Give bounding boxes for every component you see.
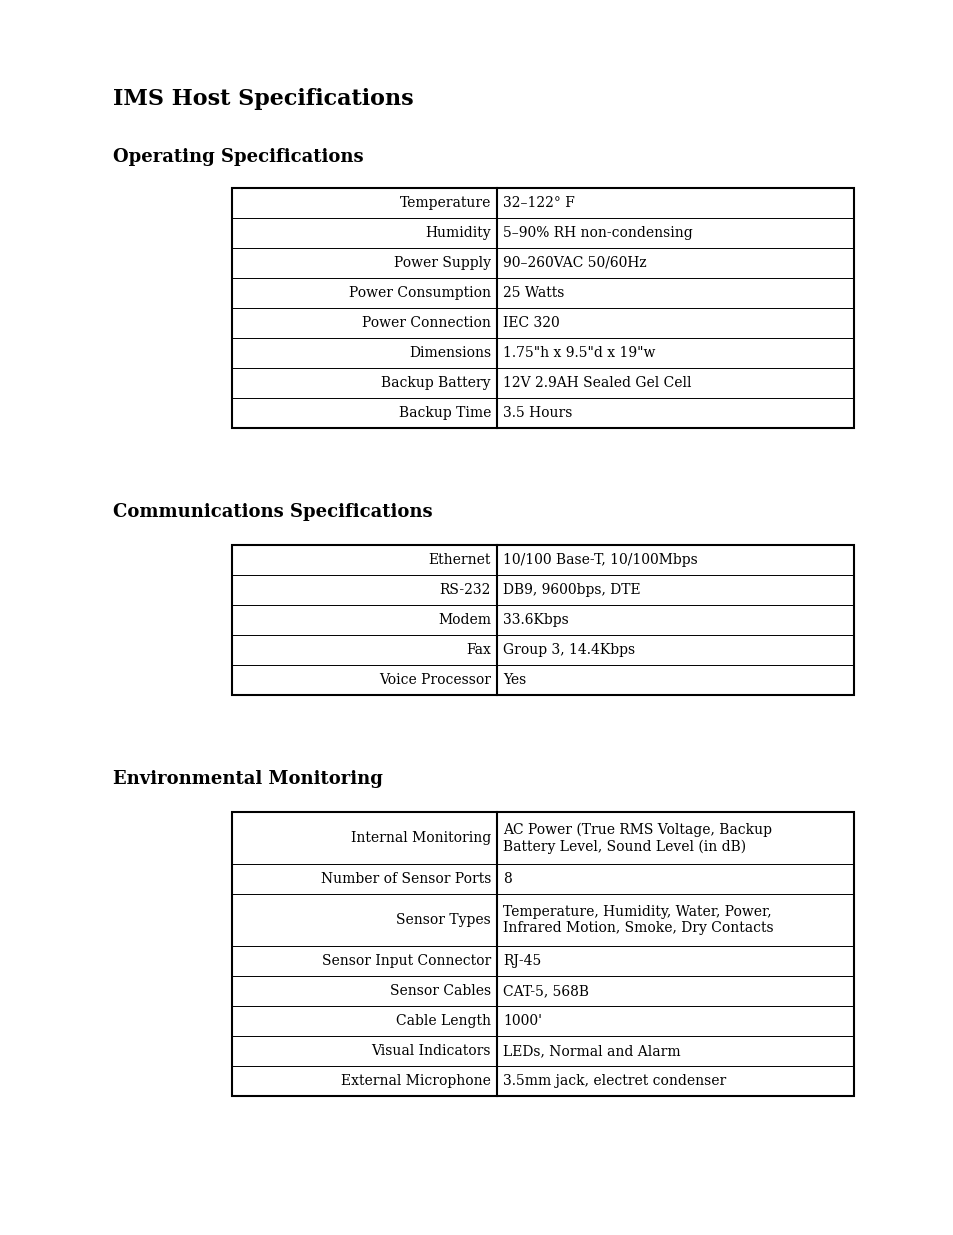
Text: Sensor Cables: Sensor Cables [390, 984, 491, 998]
Text: Visual Indicators: Visual Indicators [371, 1044, 491, 1058]
Text: Backup Battery: Backup Battery [381, 375, 491, 390]
Text: Dimensions: Dimensions [409, 346, 491, 359]
Text: Sensor Input Connector: Sensor Input Connector [321, 953, 491, 968]
Text: 33.6Kbps: 33.6Kbps [502, 613, 568, 627]
Text: Power Consumption: Power Consumption [349, 287, 491, 300]
Text: 3.5 Hours: 3.5 Hours [502, 406, 572, 420]
Text: 1.75"h x 9.5"d x 19"w: 1.75"h x 9.5"d x 19"w [502, 346, 655, 359]
Bar [232, 811, 853, 1095]
Text: 8: 8 [502, 872, 511, 885]
Text: Sensor Types: Sensor Types [395, 913, 491, 927]
Text: Voice Processor: Voice Processor [378, 673, 491, 687]
Text: Communications Specifications: Communications Specifications [112, 503, 432, 521]
Text: 10/100 Base-T, 10/100Mbps: 10/100 Base-T, 10/100Mbps [502, 553, 697, 567]
Text: 90–260VAC 50/60Hz: 90–260VAC 50/60Hz [502, 256, 646, 270]
Text: IMS Host Specifications: IMS Host Specifications [112, 88, 414, 110]
Text: 1000': 1000' [502, 1014, 541, 1028]
Text: 5–90% RH non-condensing: 5–90% RH non-condensing [502, 226, 692, 240]
Text: Group 3, 14.4Kbps: Group 3, 14.4Kbps [502, 643, 635, 657]
Text: Humidity: Humidity [425, 226, 491, 240]
Text: Fax: Fax [466, 643, 491, 657]
Text: Power Supply: Power Supply [394, 256, 491, 270]
Text: 25 Watts: 25 Watts [502, 287, 564, 300]
Text: Yes: Yes [502, 673, 526, 687]
Text: 3.5mm jack, electret condenser: 3.5mm jack, electret condenser [502, 1074, 725, 1088]
Text: RS-232: RS-232 [439, 583, 491, 597]
Text: CAT-5, 568B: CAT-5, 568B [502, 984, 588, 998]
Text: External Microphone: External Microphone [341, 1074, 491, 1088]
Text: 12V 2.9AH Sealed Gel Cell: 12V 2.9AH Sealed Gel Cell [502, 375, 691, 390]
Text: RJ-45: RJ-45 [502, 953, 540, 968]
Text: IEC 320: IEC 320 [502, 316, 559, 330]
Text: AC Power (True RMS Voltage, Backup
Battery Level, Sound Level (in dB): AC Power (True RMS Voltage, Backup Batte… [502, 823, 771, 853]
Text: Backup Time: Backup Time [398, 406, 491, 420]
Text: Temperature, Humidity, Water, Power,
Infrared Motion, Smoke, Dry Contacts: Temperature, Humidity, Water, Power, Inf… [502, 905, 773, 935]
Text: 32–122° F: 32–122° F [502, 196, 575, 210]
Text: Power Connection: Power Connection [362, 316, 491, 330]
Text: Ethernet: Ethernet [428, 553, 491, 567]
Text: Internal Monitoring: Internal Monitoring [351, 831, 491, 845]
Bar [232, 188, 853, 429]
Text: Temperature: Temperature [399, 196, 491, 210]
Text: DB9, 9600bps, DTE: DB9, 9600bps, DTE [502, 583, 640, 597]
Text: Number of Sensor Ports: Number of Sensor Ports [320, 872, 491, 885]
Text: Modem: Modem [437, 613, 491, 627]
Text: LEDs, Normal and Alarm: LEDs, Normal and Alarm [502, 1044, 679, 1058]
Text: Environmental Monitoring: Environmental Monitoring [112, 769, 382, 788]
Text: Cable Length: Cable Length [395, 1014, 491, 1028]
Bar [232, 545, 853, 695]
Text: Operating Specifications: Operating Specifications [112, 148, 363, 165]
